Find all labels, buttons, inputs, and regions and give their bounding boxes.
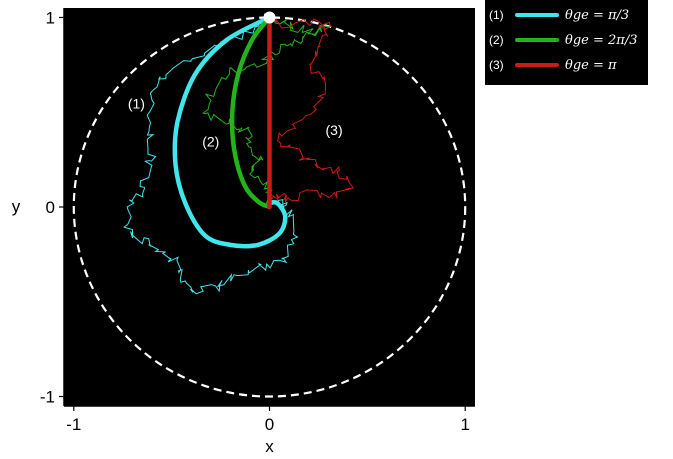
series-2-trajectory [202,18,329,210]
legend-entry-label: θge = π/3 [565,7,630,23]
series-3-label: (3) [326,122,343,138]
x-tick-label: 0 [265,415,274,434]
legend-entry-tag: (3) [489,58,504,72]
y-tick-label: 1 [46,8,55,27]
series-3-trajectory [265,18,355,203]
series-1-trajectory [123,13,299,295]
legend-entry-tag: (1) [489,8,504,22]
ticks: -1 0 1 -1 0 1 [40,8,470,434]
legend-swatch [515,63,559,67]
series-1-mean-curve [172,15,288,249]
y-tick-label: -1 [40,388,55,407]
plot-content: (1) (2) (3) [72,11,467,398]
legend-entry-tag: (2) [489,33,504,47]
legend-swatch [515,38,559,42]
legend-entry-label: θge = π [565,57,617,73]
x-tick-label: 1 [460,415,469,434]
x-tick-label: -1 [66,415,81,434]
unit-circle [72,16,467,398]
series-2-label: (2) [202,133,219,149]
x-axis-label: x [265,437,274,456]
series-1-label: (1) [128,95,145,111]
series-2-mean-curve [229,15,272,210]
legend-entry-3: (3) θge = π [489,54,617,76]
legend-swatch [515,13,559,17]
y-axis-label: y [12,197,21,216]
legend-entry-1: (1) θge = π/3 [489,4,629,26]
y-tick-label: 0 [46,198,55,217]
legend-entry-2: (2) θge = 2π/3 [489,29,637,51]
legend: (1) θge = π/3 (2) θge = 2π/3 (3) θge = π [485,0,648,85]
legend-entry-label: θge = 2π/3 [565,32,638,48]
start-point [263,11,276,24]
